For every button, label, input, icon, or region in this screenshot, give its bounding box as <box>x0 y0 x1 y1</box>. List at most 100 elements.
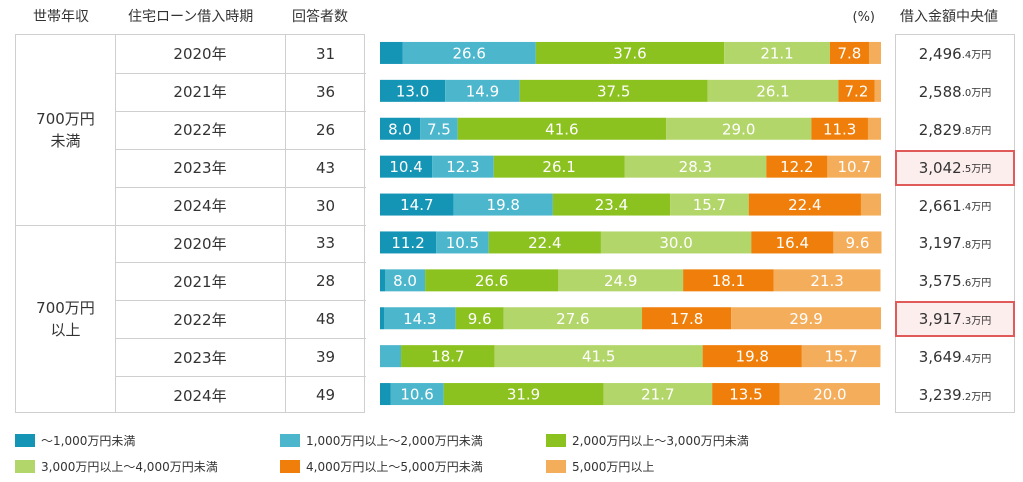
bar-segment <box>535 41 725 64</box>
bar-segment <box>380 345 402 368</box>
bar-segment <box>420 117 458 140</box>
bar-segment <box>457 117 667 140</box>
bar-value-label: 9.6 <box>468 310 492 328</box>
bar-segment <box>600 231 752 254</box>
median-unit: .6万円 <box>961 277 992 289</box>
median-value: 3,917 <box>918 310 962 329</box>
group-label-over-700: 700万円 以上 <box>16 224 115 414</box>
bar-value-label: 7.8 <box>838 44 862 62</box>
bar-value-label: 29.9 <box>789 310 822 328</box>
year-cell: 2020年 <box>173 45 227 64</box>
bar-value-label: 29.0 <box>722 120 755 138</box>
bar-value-label: 13.5 <box>729 386 762 404</box>
bar-value-label: 14.7 <box>400 196 433 214</box>
bar-segment <box>748 193 861 216</box>
median-unit: .8万円 <box>961 126 992 138</box>
bar-segment <box>390 383 444 406</box>
bar-value-label: 18.7 <box>431 348 464 366</box>
header-period: 住宅ローン借入時期 <box>128 9 254 25</box>
bar-segment <box>642 307 732 330</box>
bar-segment <box>731 307 881 330</box>
bar-value-label: 22.4 <box>788 196 821 214</box>
bar-value-label: 17.8 <box>670 310 703 328</box>
bar-value-label: 28.3 <box>679 158 712 176</box>
bar-value-label: 24.9 <box>604 272 637 290</box>
bar-segment <box>874 79 881 102</box>
bar-value-label: 7.5 <box>427 120 451 138</box>
bar-value-label: 19.8 <box>736 348 769 366</box>
median-cell: 3,197.8万円 <box>895 225 1015 263</box>
median-cell: 2,496.4万円 <box>895 35 1015 73</box>
bar-segment <box>751 231 834 254</box>
median-unit: .4万円 <box>961 202 992 214</box>
median-value: 3,042 <box>918 158 962 177</box>
bar-value-label: 26.6 <box>475 272 508 290</box>
median-table: 2,496.4万円 2,588.0万円 2,829.8万円 3,042.5万円 2,66… <box>895 34 1015 413</box>
bar-value-label: 10.4 <box>389 158 422 176</box>
bar-segment <box>773 269 881 292</box>
bar-segment <box>380 269 386 292</box>
stacked-bar-chart: 26.6 37.6 21.1 7.8 13.0 14.9 37.5 26.1 7.2 8.0 7.5… <box>380 41 882 406</box>
bar-segment <box>503 307 643 330</box>
bar-value-label: 21.1 <box>760 44 793 62</box>
legend-swatch <box>280 434 300 447</box>
bar-value-label: 26.6 <box>452 44 485 62</box>
bar-value-label: 13.0 <box>396 82 429 100</box>
table-row-divider <box>115 186 366 188</box>
bar-value-label: 31.9 <box>507 386 540 404</box>
legend-swatch <box>546 434 566 447</box>
bar-value-label: 21.7 <box>641 386 674 404</box>
bar-segment <box>801 345 881 368</box>
header-income: 世帯年収 <box>33 9 89 25</box>
bar-segment <box>811 117 868 140</box>
bar-segment <box>488 231 601 254</box>
bar-segment <box>712 383 780 406</box>
year-cell: 2020年 <box>173 234 227 253</box>
bar-segment <box>436 231 489 254</box>
legend-item: 1,000万円以上～2,000万円未満 <box>280 432 483 449</box>
bar-segment <box>380 79 446 102</box>
bar-segment <box>494 345 703 368</box>
respondents-cell: 43 <box>315 158 336 177</box>
bar-value-label: 10.7 <box>837 158 870 176</box>
bar-segment <box>558 269 684 292</box>
respondents-cell: 26 <box>315 120 336 139</box>
bar-segment <box>838 79 875 102</box>
bar-segment <box>766 155 828 178</box>
bar-value-label: 20.0 <box>813 386 846 404</box>
median-cell: 2,661.4万円 <box>895 187 1015 225</box>
median-value: 3,239 <box>918 386 962 405</box>
data-table: 700万円 未満 700万円 以上 2020年 31 2021年 36 2022年 26 2… <box>15 34 366 414</box>
bar-segment <box>702 345 802 368</box>
median-value: 2,829 <box>918 120 962 139</box>
bar-value-label: 8.0 <box>388 120 412 138</box>
bar-segment <box>380 193 454 216</box>
bar-segment <box>829 41 869 64</box>
bar-segment <box>384 307 456 330</box>
year-cell: 2023年 <box>173 159 227 178</box>
legend-swatch <box>15 460 35 473</box>
bar-value-label: 19.8 <box>487 196 520 214</box>
legend-swatch <box>280 460 300 473</box>
group-label-line2: 未満 <box>50 131 81 150</box>
table-row-divider <box>16 224 366 226</box>
bar-value-label: 14.3 <box>403 310 436 328</box>
bar-segment <box>432 155 494 178</box>
legend-swatch <box>546 460 566 473</box>
legend-item: ～1,000万円未満 <box>15 432 135 449</box>
legend-label: 4,000万円以上～5,000万円未満 <box>306 460 483 474</box>
bar-segment <box>385 269 426 292</box>
bar-value-label: 8.0 <box>393 272 417 290</box>
median-unit: .4万円 <box>961 353 992 365</box>
median-unit: .2万円 <box>961 391 992 403</box>
bar-segment <box>552 193 671 216</box>
bar-value-label: 30.0 <box>659 234 692 252</box>
table-row-divider <box>115 338 366 340</box>
bar-value-label: 16.4 <box>776 234 809 252</box>
median-value: 3,575 <box>918 272 962 291</box>
median-cell: 3,917.3万円 <box>895 301 1015 338</box>
respondents-cell: 49 <box>315 386 336 405</box>
bar-value-label: 26.1 <box>542 158 575 176</box>
legend-label: 3,000万円以上～4,000万円未満 <box>41 460 218 474</box>
bar-segment <box>603 383 713 406</box>
